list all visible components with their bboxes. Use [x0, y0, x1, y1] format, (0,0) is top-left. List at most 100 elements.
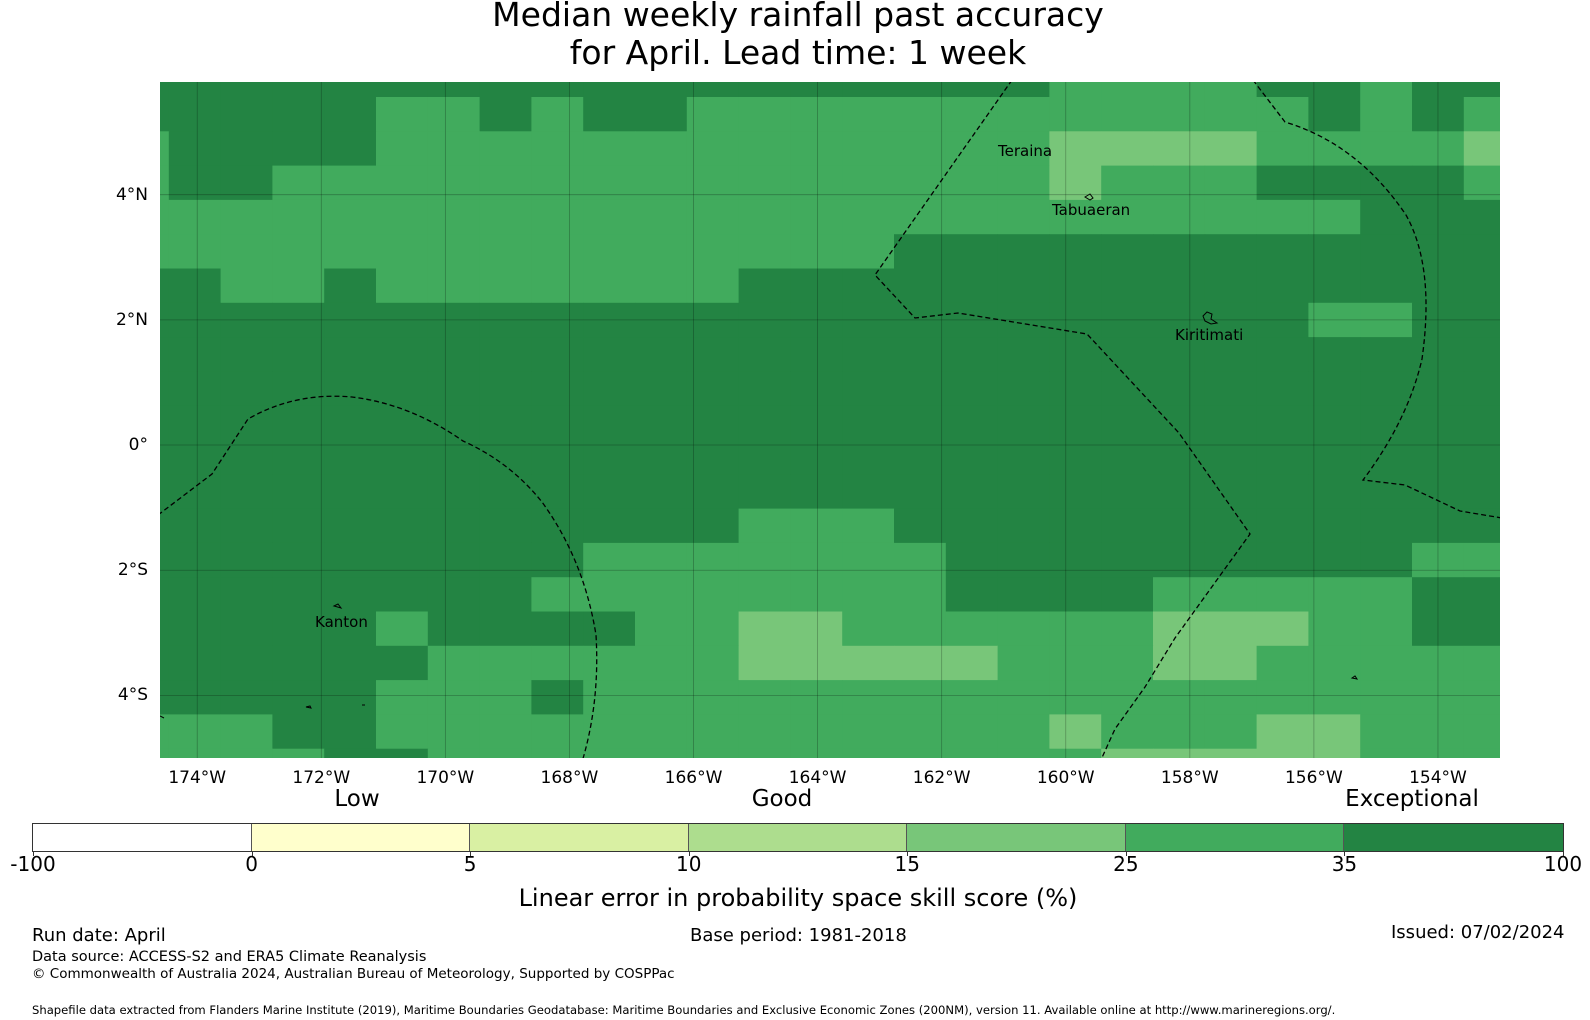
grid-cell	[1463, 611, 1500, 647]
grid-cell	[272, 199, 325, 235]
place-label-kanton: Kanton	[315, 613, 368, 631]
grid-cell	[427, 474, 480, 509]
grid-cell	[1256, 577, 1309, 612]
grid-cell	[1463, 234, 1500, 269]
grid-cell	[1308, 714, 1361, 750]
grid-cell	[738, 508, 791, 544]
grid-cell	[583, 474, 636, 509]
lon-tick-label: 156°W	[1284, 768, 1343, 788]
grid-cell	[168, 645, 221, 681]
island-kiritimati	[1202, 311, 1219, 325]
grid-cell	[168, 542, 221, 578]
grid-cell	[945, 82, 998, 98]
grid-cell	[1308, 577, 1361, 612]
grid-cell	[1360, 371, 1413, 407]
grid-cell	[427, 542, 480, 578]
grid-cell	[1101, 474, 1154, 509]
grid-cell	[1204, 577, 1257, 612]
grid-cell	[1153, 474, 1206, 509]
grid-cell	[997, 371, 1050, 407]
grid-cell	[790, 577, 843, 612]
grid-cell	[1049, 474, 1102, 509]
grid-cell	[997, 234, 1050, 269]
grid-cell	[1049, 748, 1102, 758]
grid-cell	[479, 405, 532, 441]
grid-cell	[583, 405, 636, 441]
grid-cell	[1360, 337, 1413, 372]
grid-cell	[790, 97, 843, 132]
grid-cell	[635, 97, 688, 132]
grid-cell	[1360, 714, 1413, 750]
grid-cell	[842, 611, 895, 647]
grid-cell	[583, 97, 636, 132]
grid-cell	[427, 577, 480, 612]
grid-cell	[738, 234, 791, 269]
grid-cell	[160, 645, 170, 681]
grid-cell	[1049, 97, 1102, 132]
grid-cell	[531, 474, 584, 509]
grid-cell	[945, 714, 998, 750]
grid-cell	[738, 97, 791, 132]
grid-cell	[272, 302, 325, 338]
grid-cell	[1049, 268, 1102, 304]
grid-cell	[168, 440, 221, 475]
grid-cell	[945, 302, 998, 338]
grid-cell	[1049, 199, 1102, 235]
grid-cell	[1256, 371, 1309, 407]
grid-cell	[272, 611, 325, 647]
island-kanton	[332, 603, 343, 609]
grid-cell	[1049, 577, 1102, 612]
grid-cell	[738, 577, 791, 612]
grid-cell	[583, 302, 636, 338]
skill-grid	[160, 82, 1500, 758]
grid-cell	[738, 337, 791, 372]
grid-cell	[479, 302, 532, 338]
grid-cell	[272, 714, 325, 750]
grid-cell	[1463, 337, 1500, 372]
grid-cell	[686, 474, 739, 509]
lon-tick-label: 166°W	[664, 768, 723, 788]
base-period: Base period: 1981-2018	[690, 925, 907, 946]
grid-cell	[842, 645, 895, 681]
grid-cell	[790, 645, 843, 681]
colorbar-segment	[33, 824, 252, 851]
grid-cell	[1153, 234, 1206, 269]
grid-cell	[635, 645, 688, 681]
grid-cell	[479, 268, 532, 304]
grid-cell	[945, 199, 998, 235]
grid-cell	[1101, 680, 1154, 715]
grid-cell	[894, 337, 947, 372]
grid-cell	[686, 542, 739, 578]
grid-cell	[1101, 714, 1154, 750]
grid-cell	[1256, 302, 1309, 338]
grid-cell	[635, 680, 688, 715]
grid-cell	[997, 440, 1050, 475]
grid-cell	[686, 611, 739, 647]
grid-cell	[220, 199, 273, 235]
grid-cell	[635, 440, 688, 475]
grid-cell	[376, 680, 429, 715]
colorbar-segment	[251, 824, 471, 851]
grid-cell	[272, 748, 325, 758]
grid-cell	[220, 474, 273, 509]
grid-cell	[686, 268, 739, 304]
grid-cell	[1256, 440, 1309, 475]
grid-cell	[997, 611, 1050, 647]
grid-cell	[376, 371, 429, 407]
grid-cell	[1101, 748, 1154, 758]
colorbar-tick-mark	[688, 851, 690, 856]
grid-cell	[635, 542, 688, 578]
grid-cell	[272, 542, 325, 578]
grid-cell	[1463, 508, 1500, 544]
grid-cell	[168, 97, 221, 132]
grid-cell	[1308, 508, 1361, 544]
grid-cell	[1360, 577, 1413, 612]
grid-cell	[376, 405, 429, 441]
grid-cell	[1153, 680, 1206, 715]
grid-cell	[168, 508, 221, 544]
grid-cell	[842, 714, 895, 750]
grid-cell	[1049, 680, 1102, 715]
grid-cell	[1412, 577, 1465, 612]
grid-cell	[997, 302, 1050, 338]
grid-cell	[168, 577, 221, 612]
